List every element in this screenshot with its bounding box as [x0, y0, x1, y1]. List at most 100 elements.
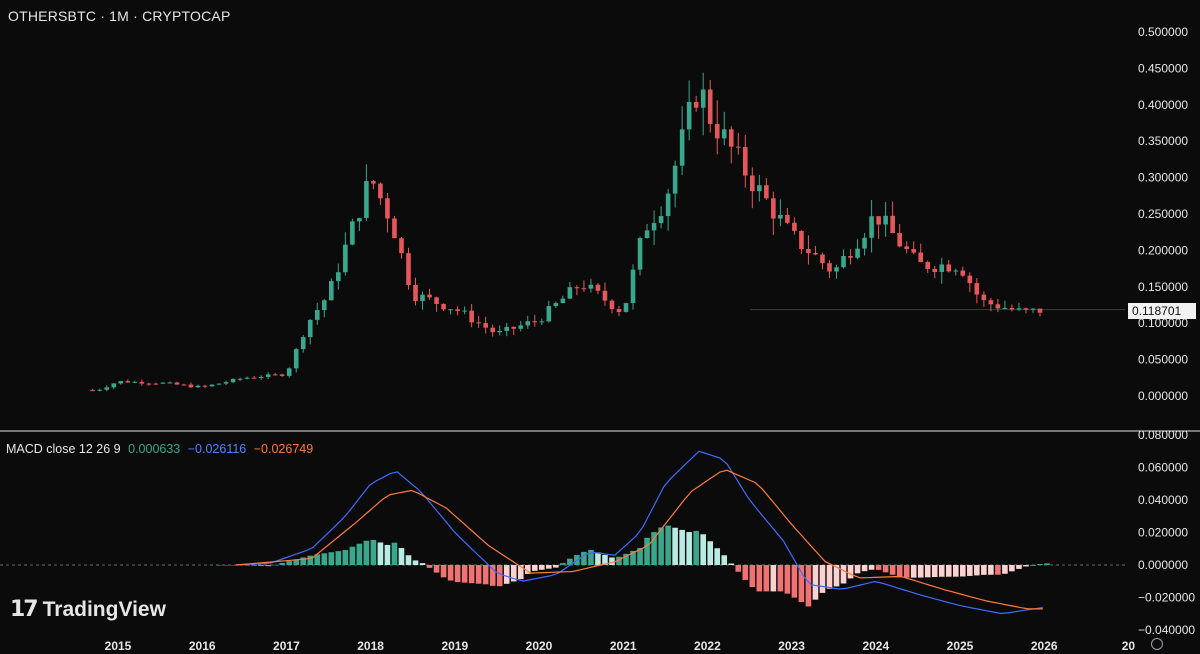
tradingview-logo: 17 TradingView: [10, 597, 166, 622]
candle-body: [637, 238, 643, 270]
time-axis-tick: 2026: [1031, 639, 1058, 653]
candle-body: [609, 300, 615, 310]
macd-histogram-bar: [230, 565, 236, 566]
macd-histogram-bar: [377, 542, 384, 565]
macd-histogram-bar: [1002, 565, 1008, 574]
macd-histogram-bar: [489, 565, 496, 586]
candle-body: [230, 378, 236, 383]
macd-histogram-bar: [700, 534, 706, 565]
candle-body: [125, 381, 131, 383]
candle-body: [742, 147, 748, 176]
macd-legend-label: MACD close 12 26 9: [6, 442, 121, 456]
macd-histogram-bar: [644, 537, 650, 565]
candle-body: [616, 309, 622, 312]
macd-histogram-bar: [370, 539, 377, 565]
candle-body: [139, 381, 145, 384]
macd-histogram-bar: [651, 532, 657, 565]
candle-body: [216, 383, 222, 385]
candle-body: [371, 181, 376, 184]
macd-histogram-bar: [861, 565, 868, 572]
macd-histogram-bar: [279, 562, 285, 565]
macd-histogram-bar: [763, 565, 770, 592]
price-axis-tick: 0.150000: [1138, 280, 1188, 294]
candle-body: [279, 374, 285, 376]
macd-histogram-bar: [468, 565, 475, 584]
chart-title: OTHERSBTC · 1M · CRYPTOCAP: [8, 8, 231, 24]
candle-body: [399, 238, 404, 254]
macd-histogram-bar: [524, 565, 531, 574]
candle-body: [195, 385, 201, 388]
macd-histogram-bar: [363, 540, 370, 565]
candle-body: [665, 193, 671, 217]
macd-histogram-bar: [707, 541, 714, 565]
candle-body: [827, 263, 832, 272]
macd-histogram-bar: [812, 565, 819, 600]
macd-histogram-bar: [517, 565, 524, 580]
macd-histogram-bar: [314, 554, 321, 565]
macd-histogram-bar: [595, 552, 601, 565]
macd-histogram-bar: [300, 557, 307, 565]
candle-body: [251, 377, 257, 379]
candle-body: [911, 249, 916, 253]
candle-body: [925, 262, 931, 269]
macd-histogram-bar: [412, 560, 419, 565]
macd-histogram-bar: [805, 565, 812, 607]
candle-body: [946, 264, 952, 272]
time-axis-tick: 2015: [105, 639, 132, 653]
candle-body: [757, 185, 762, 192]
macd-histogram-bar: [714, 548, 721, 565]
candle-body: [434, 297, 439, 304]
candle-body: [1009, 307, 1015, 310]
candle-body: [630, 269, 636, 304]
price-axis-tick: 0.500000: [1138, 25, 1188, 39]
candle-body: [321, 300, 327, 311]
macd-histogram-bar: [749, 565, 756, 588]
macd-histogram-bar: [728, 563, 735, 565]
macd-histogram-bar: [924, 565, 931, 578]
candle-body: [209, 384, 215, 387]
macd-histogram-bar: [581, 551, 587, 565]
macd-histogram-bar: [931, 565, 938, 578]
candle-body: [644, 230, 650, 239]
macd-histogram-bar: [721, 555, 728, 565]
macd-histogram-bar: [503, 565, 510, 584]
macd-histogram-bar: [974, 565, 980, 576]
time-axis-tick: 2023: [778, 639, 805, 653]
macd-axis-tick: 0.040000: [1138, 493, 1188, 507]
macd-line-value: −0.026116: [187, 442, 247, 456]
candle-body: [293, 349, 299, 369]
candle-body: [1002, 307, 1008, 309]
candle-body: [364, 181, 369, 219]
last-price-tag: 0.118701: [1128, 303, 1196, 319]
candle-body: [700, 89, 706, 108]
candle-body: [672, 165, 678, 194]
settings-gear-icon[interactable]: [1151, 638, 1163, 650]
macd-histogram-bar: [896, 565, 903, 578]
macd-histogram-bar: [1016, 565, 1022, 569]
candle-body: [602, 290, 608, 301]
candle-body: [385, 198, 390, 219]
candle-body: [546, 306, 552, 322]
macd-histogram-bar: [216, 565, 222, 566]
macd-histogram-bar: [419, 563, 426, 565]
macd-histogram-bar: [447, 565, 454, 581]
candle-body: [272, 374, 278, 376]
macd-histogram-bar: [391, 542, 398, 565]
macd-axis-tick: 0.020000: [1138, 526, 1188, 540]
candle-body: [167, 382, 173, 384]
price-axis-tick: 0.250000: [1138, 207, 1188, 221]
candle-body: [469, 310, 474, 323]
macd-histogram-bar: [840, 565, 847, 584]
candle-body: [357, 218, 362, 222]
macd-histogram-bar: [854, 565, 861, 574]
candle-body: [1023, 308, 1029, 310]
macd-histogram-bar: [952, 565, 959, 577]
macd-histogram-bar: [321, 553, 328, 565]
candle-body: [658, 216, 664, 224]
candle-body: [707, 89, 713, 124]
macd-histogram-bar: [609, 557, 615, 565]
macd-histogram-bar: [875, 565, 882, 570]
macd-histogram-bar: [531, 565, 538, 571]
macd-histogram-bar: [960, 565, 966, 577]
candle-body: [567, 287, 573, 299]
